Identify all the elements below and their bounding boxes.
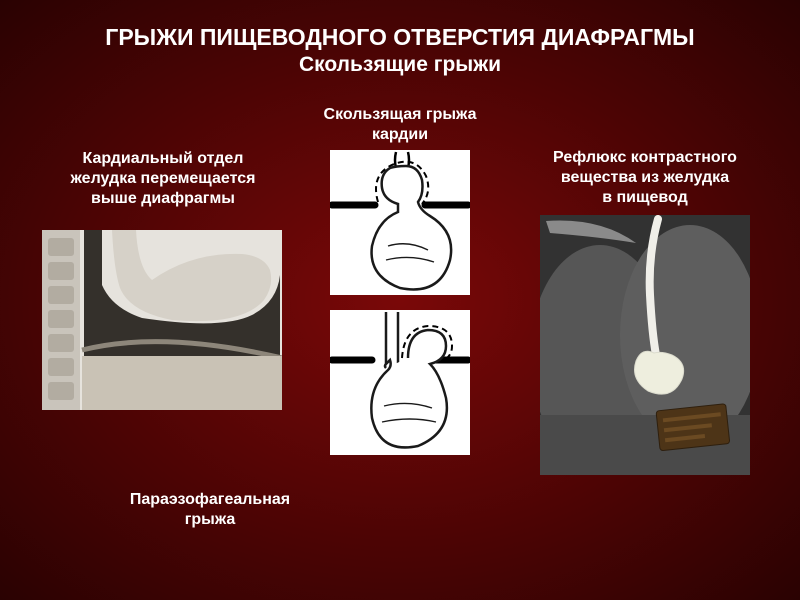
caption-right: Рефлюкс контрастноговещества из желудкав…: [530, 148, 760, 208]
caption-left: Кардиальный отделжелудка перемещаетсявыш…: [48, 149, 278, 209]
caption-center: Скользящая грыжакардии: [315, 105, 485, 145]
slide-subtitle: Скользящие грыжи: [36, 52, 764, 77]
figure-sliding-hernia: [330, 150, 470, 295]
spine-icon: [42, 230, 80, 410]
paraesophageal-hernia-svg: [330, 310, 470, 455]
sagittal-svg: [42, 230, 282, 410]
figure-paraesophageal-hernia: [330, 310, 470, 455]
title-block: ГРЫЖИ ПИЩЕВОДНОГО ОТВЕРСТИЯ ДИАФРАГМЫ Ск…: [36, 24, 764, 77]
figure-xray-reflux: [540, 215, 750, 475]
xray-svg: [540, 215, 750, 475]
slide-title: ГРЫЖИ ПИЩЕВОДНОГО ОТВЕРСТИЯ ДИАФРАГМЫ: [36, 24, 764, 52]
figure-sagittal-section: [42, 230, 282, 410]
sliding-hernia-svg: [330, 150, 470, 295]
slide-root: ГРЫЖИ ПИЩЕВОДНОГО ОТВЕРСТИЯ ДИАФРАГМЫ Ск…: [0, 0, 800, 600]
caption-bottom: Параэзофагеальнаягрыжа: [110, 490, 310, 530]
